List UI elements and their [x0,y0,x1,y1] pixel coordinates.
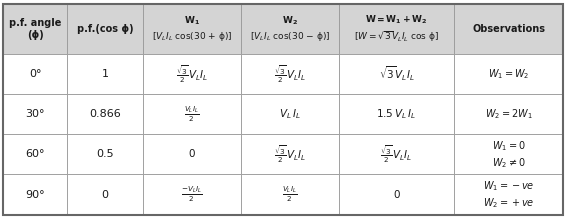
Bar [143,4,241,54]
Text: $\frac{\sqrt{3}}{2}V_LI_L$: $\frac{\sqrt{3}}{2}V_LI_L$ [274,63,306,85]
Text: $W_1 = W_2$: $W_1 = W_2$ [488,67,529,81]
Bar [3,134,67,174]
Text: $\mathbf{W_1}$
[$V_LI_L$ cos(30 + ϕ)]: $\mathbf{W_1}$ [$V_LI_L$ cos(30 + ϕ)] [152,15,232,43]
Text: $\frac{V_LI_L}{2}$: $\frac{V_LI_L}{2}$ [282,185,298,204]
Bar [143,174,241,215]
Bar [454,4,563,54]
Text: 0: 0 [188,149,195,159]
Bar [241,94,339,134]
Bar [67,174,143,215]
Bar [241,174,339,215]
Text: 0.866: 0.866 [89,109,121,119]
Bar [3,174,67,215]
Bar [339,134,454,174]
Text: $\frac{\sqrt{3}}{2}V_LI_L$: $\frac{\sqrt{3}}{2}V_LI_L$ [274,143,306,165]
Text: 90°: 90° [25,189,45,200]
Bar [339,4,454,54]
Text: 0: 0 [101,189,109,200]
Bar [241,4,339,54]
Text: $1.5\,V_L\,I_L$: $1.5\,V_L\,I_L$ [376,107,417,121]
Bar [3,4,67,54]
Bar [143,54,241,94]
Text: Observations: Observations [472,24,545,34]
Text: 60°: 60° [25,149,45,159]
Bar [339,54,454,94]
Text: $\sqrt{3}V_LI_L$: $\sqrt{3}V_LI_L$ [379,65,414,83]
Text: $\mathbf{W= W_1+W_2}$
[$W=\sqrt{3}V_LI_L$ cos ϕ]: $\mathbf{W= W_1+W_2}$ [$W=\sqrt{3}V_LI_L… [354,14,439,44]
Text: $V_L\,I_L$: $V_L\,I_L$ [279,107,301,121]
Text: 30°: 30° [25,109,45,119]
Text: $\mathbf{W_2}$
[$V_LI_L$ cos(30 − ϕ)]: $\mathbf{W_2}$ [$V_LI_L$ cos(30 − ϕ)] [250,15,330,43]
Bar [454,54,563,94]
Bar [241,134,339,174]
Bar [3,54,67,94]
Bar [67,4,143,54]
Bar [339,174,454,215]
Text: p.f.(cos ϕ): p.f.(cos ϕ) [77,24,134,34]
Bar [339,94,454,134]
Text: p.f. angle
(ϕ): p.f. angle (ϕ) [9,18,61,40]
Bar [67,134,143,174]
Bar [67,54,143,94]
Bar [143,94,241,134]
Text: 0: 0 [393,189,400,200]
Bar [143,134,241,174]
Text: 0.5: 0.5 [96,149,114,159]
Text: $\frac{\sqrt{3}}{2}V_LI_L$: $\frac{\sqrt{3}}{2}V_LI_L$ [176,63,208,85]
Bar [454,134,563,174]
Text: 1: 1 [101,69,109,79]
Bar [67,94,143,134]
Text: $\frac{V_LI_L}{2}$: $\frac{V_LI_L}{2}$ [185,104,200,124]
Bar [454,174,563,215]
Text: 0°: 0° [29,69,41,79]
Text: $\frac{-V_LI_L}{2}$: $\frac{-V_LI_L}{2}$ [181,185,203,204]
Bar [454,94,563,134]
Text: $W_1 = 0$
$W_2 \neq 0$: $W_1 = 0$ $W_2 \neq 0$ [492,139,525,170]
Bar [3,94,67,134]
Text: $\frac{\sqrt{3}}{2}V_LI_L$: $\frac{\sqrt{3}}{2}V_LI_L$ [380,143,413,165]
Bar [241,54,339,94]
Text: $W_2 = 2W_1$: $W_2 = 2W_1$ [484,107,533,121]
Text: $W_1 = -ve$
$W_2 = +ve$: $W_1 = -ve$ $W_2 = +ve$ [483,179,534,210]
